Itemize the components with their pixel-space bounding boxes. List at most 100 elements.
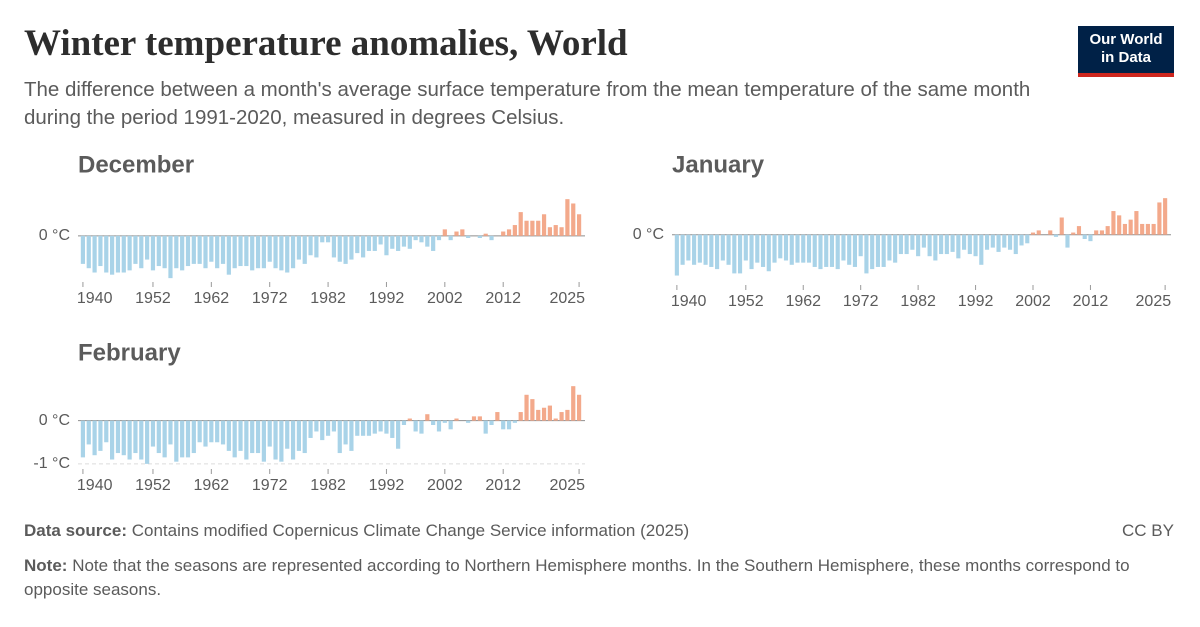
bar bbox=[325, 235, 331, 243]
bar bbox=[512, 225, 517, 236]
bar bbox=[401, 420, 407, 425]
bar bbox=[565, 199, 570, 236]
bar bbox=[273, 235, 278, 269]
bar bbox=[115, 235, 121, 273]
bar bbox=[489, 420, 494, 425]
bar bbox=[477, 235, 482, 238]
bar bbox=[191, 235, 196, 264]
bar bbox=[407, 418, 412, 421]
bar bbox=[232, 420, 237, 458]
bar bbox=[261, 235, 266, 269]
bar bbox=[145, 420, 150, 464]
bar bbox=[238, 235, 243, 267]
bar bbox=[86, 235, 91, 269]
bar bbox=[852, 234, 858, 267]
bar bbox=[864, 234, 869, 274]
bar bbox=[979, 234, 984, 265]
bar bbox=[501, 231, 506, 236]
bar bbox=[436, 235, 442, 241]
bar bbox=[870, 234, 875, 270]
bar bbox=[536, 220, 541, 236]
bar bbox=[419, 420, 424, 434]
bar bbox=[86, 420, 91, 445]
license[interactable]: CC BY bbox=[1122, 521, 1174, 540]
bar bbox=[1013, 234, 1018, 255]
bar bbox=[174, 420, 179, 462]
bar bbox=[115, 420, 121, 454]
x-tick-label: 1962 bbox=[194, 290, 230, 307]
bar bbox=[1134, 211, 1139, 235]
x-tick-label: 1952 bbox=[728, 293, 764, 310]
bar bbox=[436, 420, 442, 432]
bar bbox=[749, 234, 754, 270]
logo-line: in Data bbox=[1100, 49, 1151, 66]
bar bbox=[174, 235, 179, 269]
bar bbox=[413, 420, 418, 432]
bar bbox=[466, 235, 471, 238]
bar bbox=[576, 214, 582, 236]
bar bbox=[121, 235, 126, 273]
bar bbox=[267, 235, 272, 262]
bar bbox=[1088, 234, 1093, 242]
bar bbox=[1048, 230, 1053, 235]
bar bbox=[255, 235, 261, 269]
x-tick-label: 1982 bbox=[900, 293, 936, 310]
bar bbox=[559, 227, 564, 236]
bar bbox=[898, 234, 903, 255]
bar bbox=[110, 235, 115, 275]
panel-title: December bbox=[78, 151, 194, 178]
bar bbox=[1007, 234, 1013, 250]
bar bbox=[674, 234, 679, 276]
bar bbox=[847, 234, 852, 265]
bar bbox=[145, 235, 150, 260]
bar bbox=[343, 235, 348, 264]
bar bbox=[343, 420, 348, 445]
bar bbox=[442, 420, 447, 423]
bar bbox=[471, 416, 477, 421]
bar bbox=[139, 420, 144, 460]
bar bbox=[238, 420, 243, 451]
source-text: Contains modified Copernicus Climate Cha… bbox=[131, 521, 690, 540]
x-tick-label: 2012 bbox=[485, 477, 521, 494]
panel-title: February bbox=[78, 339, 181, 366]
x-tick-label: 2012 bbox=[485, 290, 521, 307]
bar bbox=[215, 420, 220, 443]
x-tick-label: 2002 bbox=[427, 290, 463, 307]
bar bbox=[495, 412, 500, 421]
bar bbox=[795, 234, 800, 263]
bar bbox=[1157, 202, 1162, 235]
x-tick-label: 2002 bbox=[1015, 293, 1051, 310]
bar bbox=[1076, 226, 1082, 235]
bar bbox=[355, 420, 360, 436]
bar bbox=[431, 235, 436, 251]
bar bbox=[448, 235, 453, 241]
bar bbox=[366, 420, 372, 436]
bar bbox=[1025, 234, 1030, 244]
bar bbox=[390, 235, 395, 249]
bar bbox=[279, 420, 284, 462]
bar bbox=[401, 235, 407, 247]
bar bbox=[302, 420, 307, 454]
x-tick-label: 1992 bbox=[958, 293, 994, 310]
bar bbox=[697, 234, 702, 263]
logo-line: Our World bbox=[1089, 31, 1163, 48]
bar bbox=[824, 234, 829, 267]
bar bbox=[466, 420, 471, 423]
bar bbox=[168, 235, 173, 279]
bar bbox=[1019, 234, 1024, 246]
bar bbox=[893, 234, 898, 263]
bar bbox=[530, 220, 535, 236]
bar bbox=[547, 405, 552, 421]
x-tick-label: 1972 bbox=[252, 477, 288, 494]
bar bbox=[801, 234, 806, 263]
bar bbox=[203, 235, 208, 269]
bar bbox=[571, 386, 576, 421]
bar bbox=[104, 235, 109, 273]
logo[interactable]: Our World in Data bbox=[1078, 26, 1174, 77]
bar bbox=[1082, 234, 1087, 239]
bar bbox=[726, 234, 731, 265]
bar bbox=[1099, 230, 1105, 235]
bar bbox=[244, 235, 249, 267]
source-label: Data source: bbox=[24, 521, 127, 540]
bar bbox=[337, 420, 342, 454]
